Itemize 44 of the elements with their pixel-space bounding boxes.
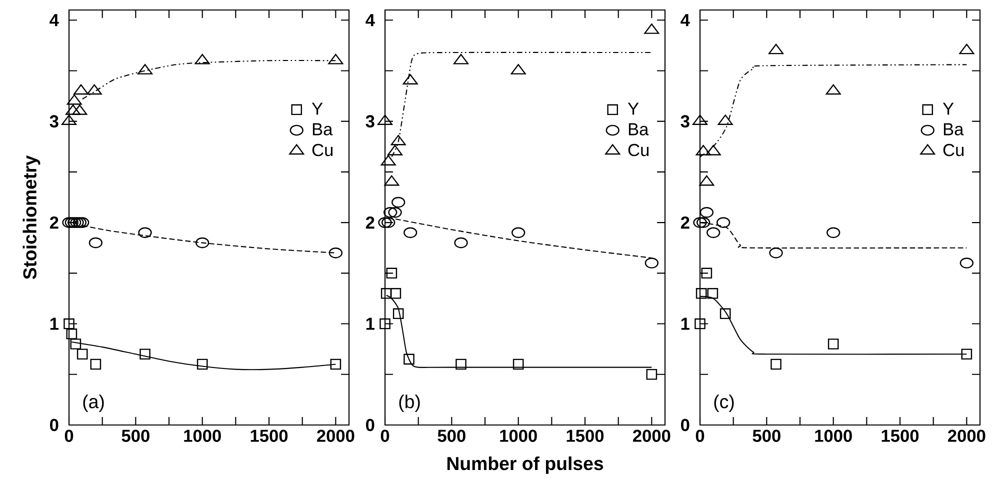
- y-tick-label: 3: [366, 115, 374, 128]
- legend-label: Cu: [312, 144, 333, 156]
- legend-label: Cu: [628, 144, 649, 156]
- legend-label: Cu: [943, 144, 964, 156]
- legend-label: Ba: [312, 123, 333, 136]
- legend-label: Ba: [628, 123, 649, 136]
- x-tick-label: 2000: [948, 430, 986, 442]
- x-tick-label: 1000: [815, 430, 852, 442]
- y-tick-label: 4: [680, 14, 690, 26]
- x-tick-label: 1000: [184, 430, 221, 442]
- x-axis-title: Number of pulses: [447, 456, 604, 474]
- y-tick-label: 1: [50, 318, 58, 330]
- x-tick-label: 2000: [633, 430, 670, 442]
- y-tick-label: 4: [50, 14, 59, 26]
- legend-label: Y: [628, 102, 639, 115]
- x-tick-label: 500: [438, 430, 466, 442]
- x-tick-label: 1500: [566, 430, 604, 442]
- legend-label: Ba: [944, 123, 964, 136]
- y-tick-label: 2: [50, 216, 58, 229]
- legend-label: Y: [312, 102, 323, 115]
- x-tick-label: 0: [380, 430, 390, 442]
- y-tick-label: 0: [366, 418, 374, 432]
- x-tick-label: 0: [696, 430, 704, 442]
- annotation: (b): [399, 394, 420, 412]
- x-tick-label: 2000: [317, 430, 354, 442]
- x-tick-label: 1500: [882, 430, 919, 442]
- y-tick-label: 2: [366, 216, 374, 229]
- y-tick-label: 0: [50, 418, 58, 432]
- y-tick-label: 1: [681, 318, 690, 330]
- annotation: (a): [83, 394, 104, 412]
- y-axis-title: Stoichiometry: [22, 155, 40, 280]
- y-tick-label: 0: [681, 418, 690, 432]
- y-tick-label: 3: [680, 115, 690, 128]
- x-tick-label: 1500: [250, 430, 288, 442]
- x-tick-label: 0: [64, 430, 74, 442]
- x-tick-label: 500: [122, 430, 150, 442]
- y-tick-label: 2: [680, 216, 690, 229]
- x-tick-label: 500: [752, 430, 780, 442]
- x-tick-label: 1000: [500, 430, 537, 442]
- annotation: (c): [714, 394, 734, 412]
- y-tick-label: 1: [366, 318, 374, 330]
- legend-label: Y: [942, 102, 954, 115]
- y-tick-label: 3: [50, 115, 58, 128]
- y-tick-label: 4: [366, 14, 375, 26]
